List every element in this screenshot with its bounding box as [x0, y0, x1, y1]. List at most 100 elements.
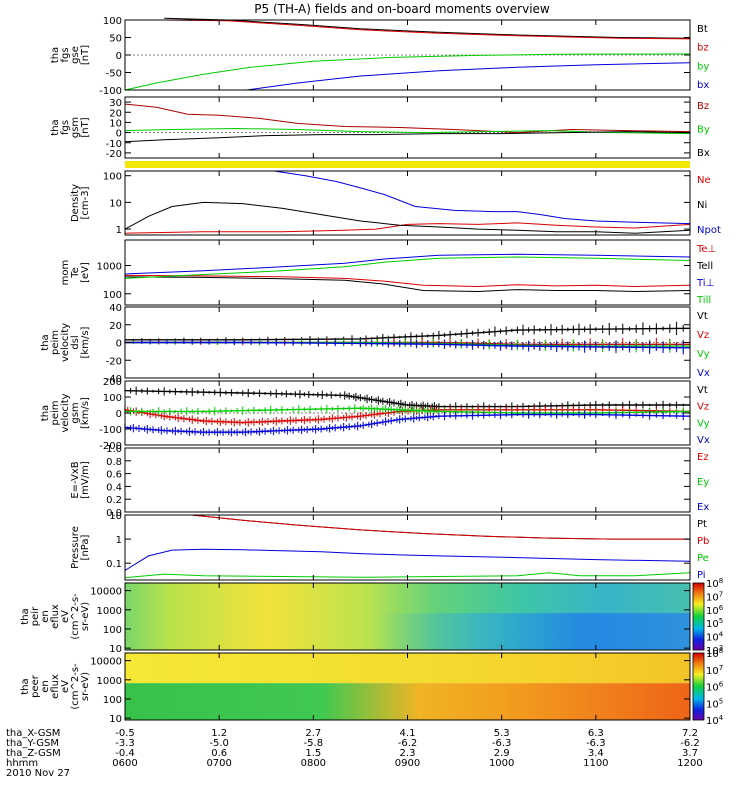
x-axis-row-value: 2.3	[400, 748, 416, 759]
y-axis-label: gsm	[70, 117, 81, 138]
y-tick-label: 100	[103, 393, 122, 404]
colorbar-tick-label: 108	[706, 647, 723, 660]
y-tick-label: 10	[109, 118, 122, 129]
y-tick-label: 10	[109, 198, 122, 209]
x-axis-row-value: -0.5	[115, 728, 135, 739]
y-tick-label: 100	[103, 290, 122, 301]
x-axis-row-value: 0.6	[211, 748, 227, 759]
series-line-Vx	[124, 413, 691, 433]
series-line-Npot	[274, 170, 691, 225]
legend-entry: Vy	[697, 418, 710, 429]
x-axis-row-label: hhmm	[6, 758, 38, 769]
x-axis-row-value: 7.2	[682, 728, 698, 739]
y-axis-label: tha	[20, 678, 31, 694]
y-axis-label: peim	[50, 330, 61, 355]
x-axis-row-label: tha_Y-GSM	[6, 738, 59, 749]
legend-entry: Vt	[697, 385, 708, 396]
y-axis-label: en	[40, 610, 51, 623]
legend-entry: Vx	[697, 435, 710, 446]
y-axis-label: gsm	[70, 402, 81, 423]
y-axis-label: velocity	[60, 393, 71, 432]
y-axis-label: fgs	[60, 120, 71, 135]
y-tick-label: 0	[116, 51, 122, 62]
colorbar-tick-label: 108	[706, 577, 723, 590]
legend-entry: by	[697, 61, 709, 72]
series-line-Tell	[124, 276, 691, 293]
legend-entry: Pt	[697, 519, 707, 530]
x-axis-row-value: 5.3	[494, 728, 510, 739]
colorbar-peer_en_eflux	[692, 652, 705, 721]
colorbar-tick-label: 105	[706, 617, 723, 630]
y-tick-label: 0.0	[106, 508, 122, 519]
series-line-Ne	[124, 222, 691, 234]
legend-entry: Vy	[697, 349, 710, 360]
legend-entry: Ex	[697, 502, 709, 513]
panel-pressure: 0.1 1 10 Pressure [nPa] Pt Pb Pe Pi	[70, 511, 709, 581]
panel-density: 1 10 100 Density [cm-3] Ne Ni Npot	[70, 170, 721, 236]
y-axis-label: [nPa]	[80, 534, 91, 560]
y-axis-label: E=-VxB	[70, 461, 81, 498]
panel-peer_en_eflux: 104 105 106 107 108 10 100 1000 10000 tha peer en ef…	[20, 647, 724, 727]
y-axis-label: gse	[70, 46, 81, 64]
y-tick-label: -100	[99, 86, 122, 97]
x-axis-row-value: 1.5	[305, 748, 321, 759]
spectrogram-peer-low-energy	[125, 683, 690, 720]
colorbar-tick-label: 107	[706, 590, 723, 603]
y-tick-label: 0.4	[106, 482, 122, 493]
date-label: 2010 Nov 27	[6, 768, 70, 779]
y-tick-label: -10	[106, 139, 122, 150]
panel-peim_velocity_dsl: -40 -20 0 20 40 tha peim velocity dsl [km/s] Vt Vz V…	[40, 303, 710, 385]
y-tick-label: 1000	[97, 676, 122, 687]
y-axis-label: velocity	[60, 323, 71, 362]
legend-entry: bx	[697, 80, 709, 91]
x-axis-row-value: -3.3	[115, 738, 135, 749]
x-axis-row-value: 2.9	[494, 748, 510, 759]
y-tick-label: 1000	[97, 262, 122, 273]
series-line-Ni	[124, 201, 691, 234]
x-axis-row-value: 0800	[301, 758, 326, 769]
legend-entry: Bz	[697, 101, 709, 112]
y-axis-label: tha	[50, 119, 61, 135]
panel-mom_temp: 100 1000 mom Te [eV] Te⊥ Tell Ti⊥ Till	[60, 239, 716, 306]
y-tick-label: 0.2	[106, 495, 122, 506]
panel-exb: 0.0 0.2 0.40.6 0.8 1.0 E=-VxB [mV/m] Ez Ey Ex	[70, 444, 709, 519]
legend-entry: Te⊥	[696, 244, 716, 255]
x-axis-row-value: 2.7	[305, 728, 321, 739]
series-line-by	[124, 53, 691, 91]
series-line-Pe	[124, 572, 691, 579]
legend-entry: Vx	[697, 368, 710, 379]
y-axis-label: Te	[70, 267, 81, 279]
y-axis-label: eflux	[50, 604, 61, 629]
colorbar-tick-label: 104	[706, 714, 724, 727]
series-line-Bt	[164, 17, 691, 39]
y-tick-label: 1000	[97, 606, 122, 617]
y-tick-label: 0	[116, 129, 122, 140]
y-tick-label: 1	[116, 225, 122, 236]
y-axis-label: [km/s]	[80, 397, 91, 429]
y-tick-label: 100	[103, 16, 122, 27]
y-axis-label: dsl	[70, 335, 81, 349]
x-axis-row-value: -0.4	[115, 748, 135, 759]
y-axis-label: sr-eV)	[80, 602, 91, 631]
x-axis-row-value: -5.8	[304, 738, 324, 749]
y-tick-label: 10	[109, 644, 122, 655]
x-axis-row-value: 1000	[489, 758, 514, 769]
y-tick-label: 0.1	[106, 559, 122, 570]
y-axis-label: sr-eV)	[80, 672, 91, 701]
legend-entry: Ni	[697, 200, 707, 211]
series-line-Te⊥	[124, 274, 691, 288]
y-axis-label: Density	[70, 184, 81, 222]
legend-entry: Ne	[697, 175, 711, 186]
y-tick-label: 0	[116, 409, 122, 420]
y-tick-label: 0	[116, 339, 122, 350]
series-line-bx	[246, 62, 691, 91]
x-axis-row-value: 1100	[583, 758, 608, 769]
legend-entry: Npot	[697, 225, 721, 236]
legend-entry: Vz	[697, 330, 709, 341]
y-tick-label: 50	[109, 34, 122, 45]
y-tick-label: 1	[116, 535, 122, 546]
y-tick-label: -200	[99, 441, 122, 452]
legend-entry: Bx	[697, 148, 710, 159]
